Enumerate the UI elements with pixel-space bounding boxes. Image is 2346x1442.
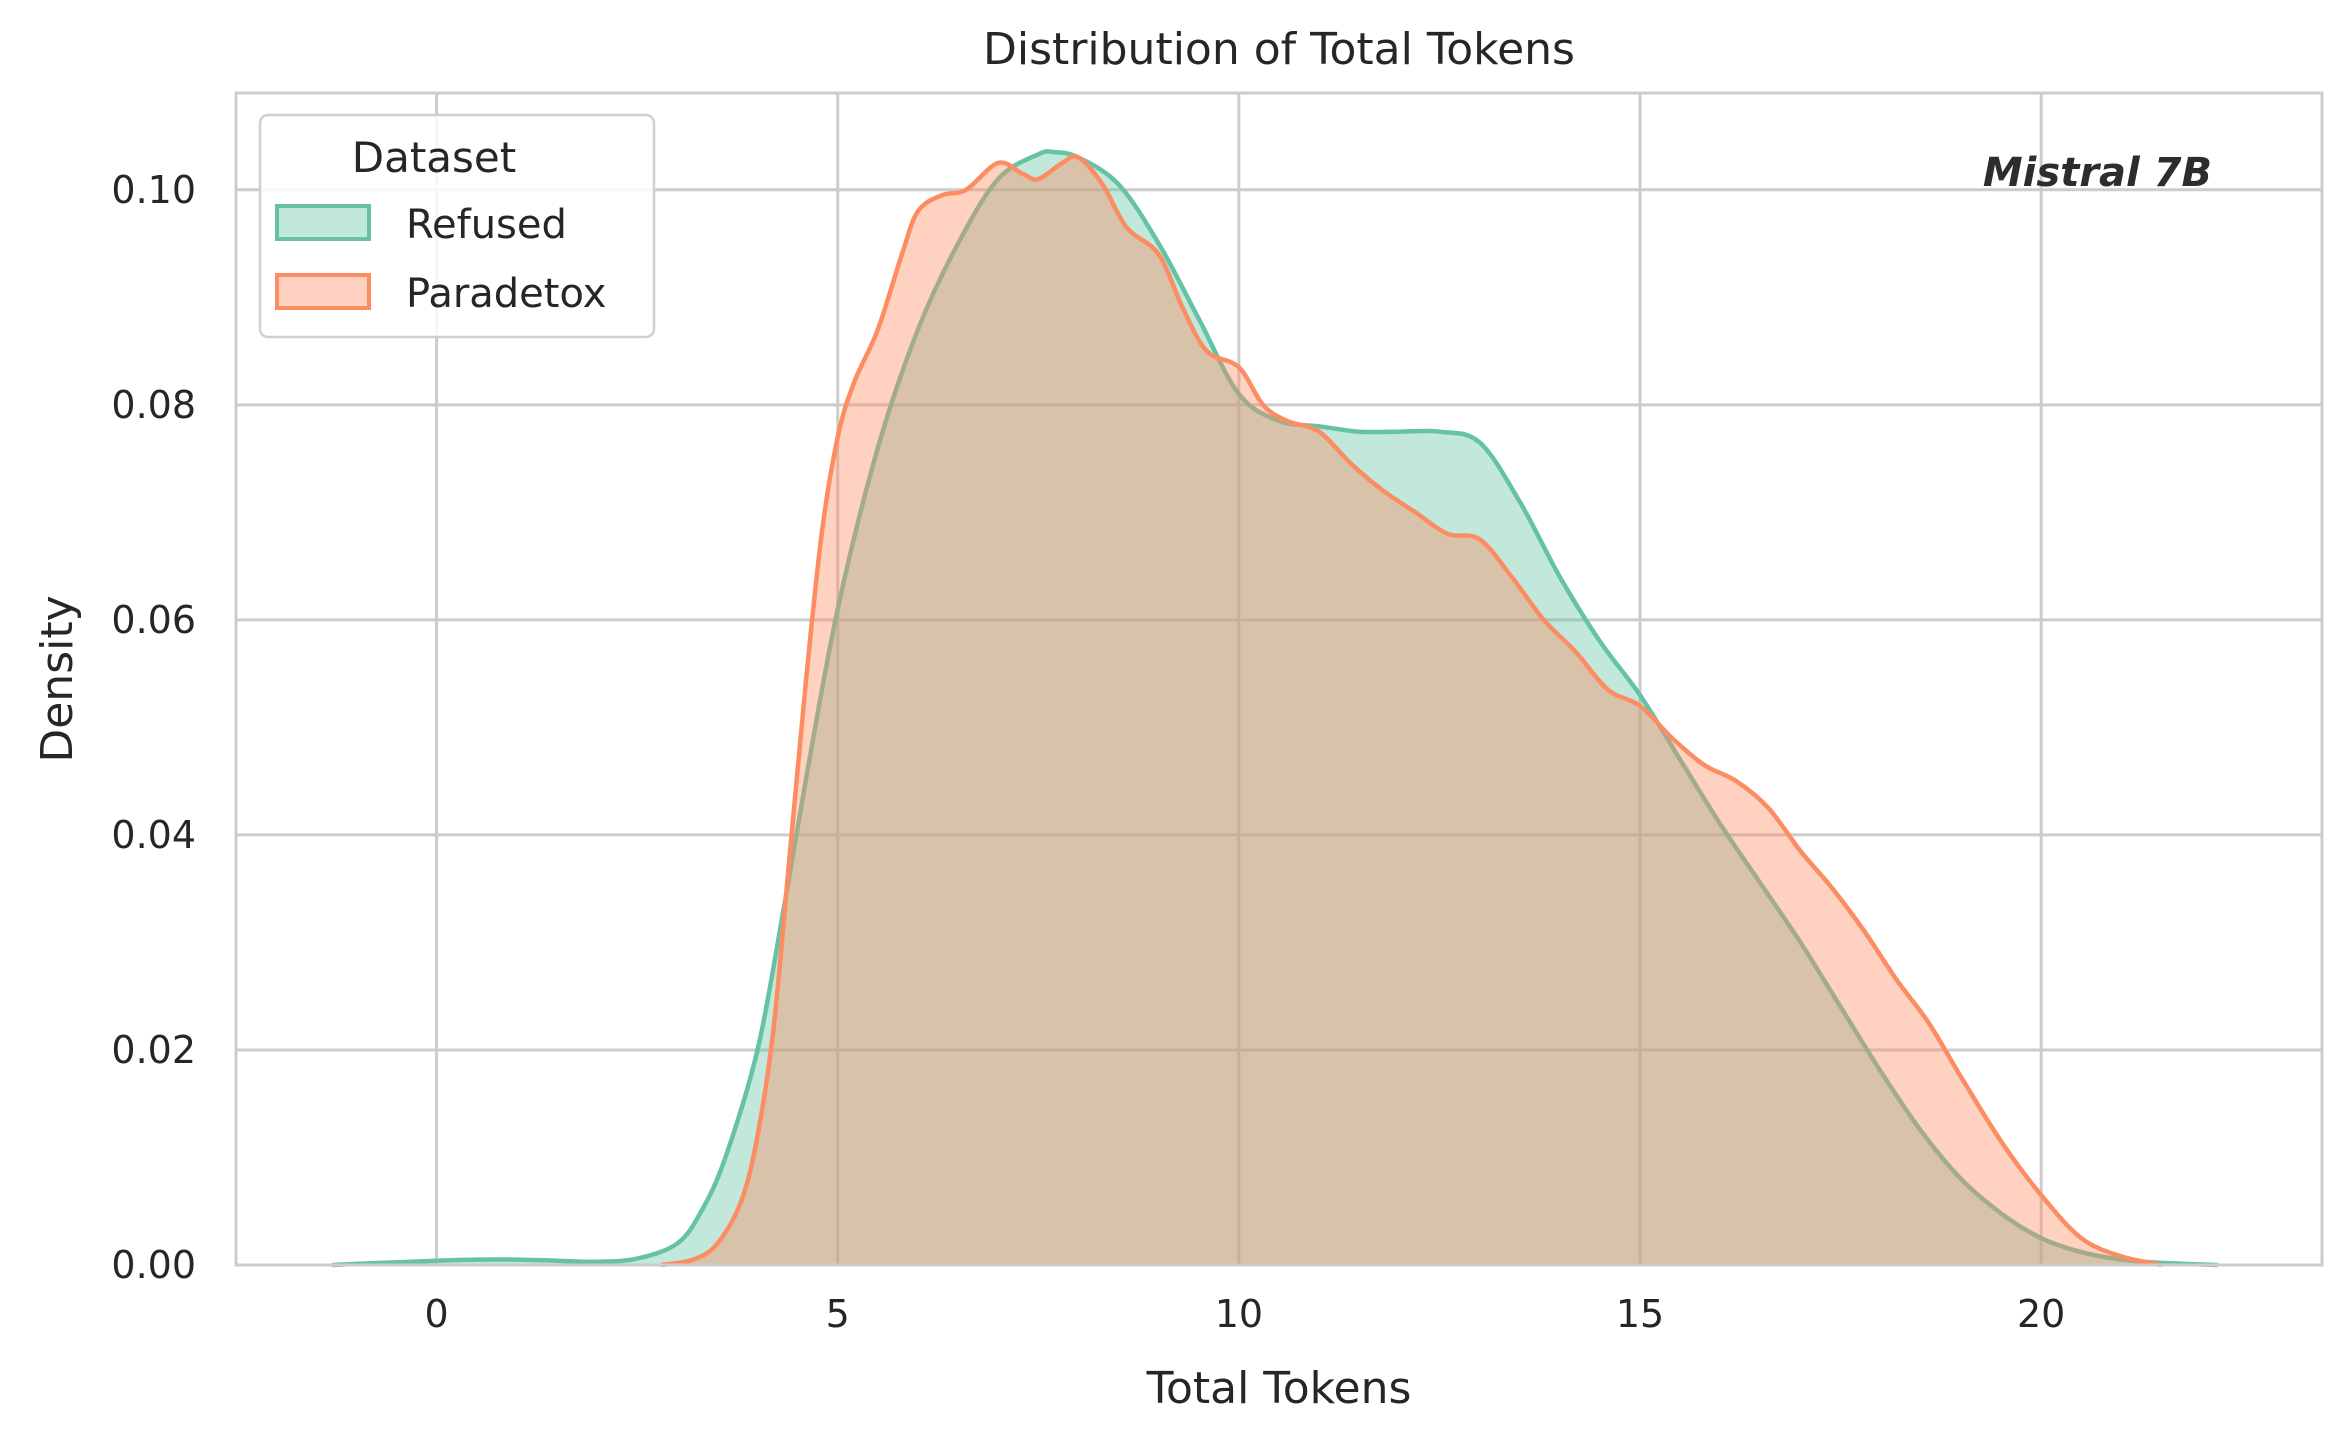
- legend: Dataset Refused Paradetox: [258, 113, 656, 339]
- y-tick-label: 0.02: [111, 1028, 196, 1072]
- x-tick-label: 20: [2017, 1292, 2065, 1336]
- legend-swatch-refused: [275, 204, 371, 241]
- x-ticks: 0 5 10 15 20: [424, 1292, 2065, 1336]
- grid: [236, 93, 2322, 1267]
- series-layer: [332, 149, 2218, 1268]
- y-tick-label: 0.06: [111, 598, 196, 642]
- x-axis-title: Total Tokens: [1146, 1363, 1412, 1414]
- x-tick-label: 0: [424, 1292, 448, 1336]
- y-tick-label: 0.08: [111, 383, 196, 427]
- legend-label-refused: Refused: [406, 202, 567, 248]
- model-annotation: Mistral 7B: [1983, 150, 2212, 196]
- x-tick-label: 5: [826, 1292, 850, 1336]
- density-line-paradetox: [660, 154, 2163, 1268]
- y-tick-label: 0.00: [111, 1243, 196, 1287]
- y-axis-title: Density: [32, 595, 83, 762]
- y-tick-label: 0.10: [111, 168, 196, 212]
- area-fill-refused: [332, 151, 2218, 1265]
- density-line-refused: [332, 149, 2218, 1268]
- x-tick-label: 10: [1215, 1292, 1263, 1336]
- legend-box: [258, 113, 656, 339]
- y-tick-label: 0.04: [111, 813, 196, 857]
- area-fill-paradetox: [661, 156, 2162, 1266]
- legend-label-paradetox: Paradetox: [406, 271, 606, 317]
- legend-swatch-paradetox: [275, 273, 371, 310]
- legend-title: Dataset: [352, 133, 516, 182]
- y-ticks: 0.00 0.02 0.04 0.06 0.08 0.10: [111, 168, 196, 1287]
- plot-frame: [234, 91, 2324, 1267]
- chart-title: Distribution of Total Tokens: [983, 24, 1575, 75]
- x-tick-label: 15: [1616, 1292, 1664, 1336]
